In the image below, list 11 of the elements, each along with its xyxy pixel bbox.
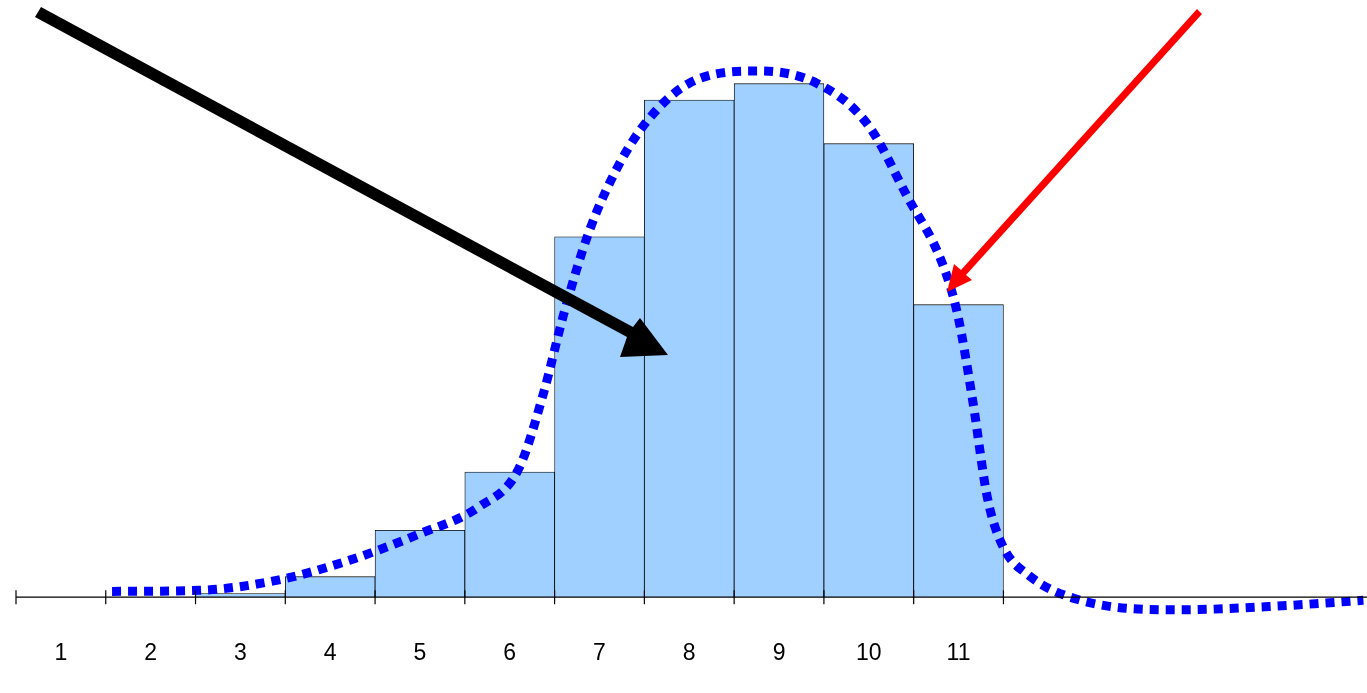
- x-tick-label: 9: [772, 638, 786, 665]
- x-tick-label: 6: [503, 638, 517, 665]
- x-tick-label: 4: [323, 638, 337, 665]
- x-tick-label: 7: [593, 638, 606, 665]
- x-tick-label: 5: [413, 638, 427, 665]
- x-tick-label: 8: [682, 638, 696, 665]
- x-tick-label: 3: [234, 638, 247, 665]
- x-tick-label: 1: [54, 638, 68, 665]
- x-tick-label: 10: [855, 638, 882, 665]
- x-tick-label: 11: [946, 638, 971, 665]
- x-tick-label: 2: [144, 638, 158, 665]
